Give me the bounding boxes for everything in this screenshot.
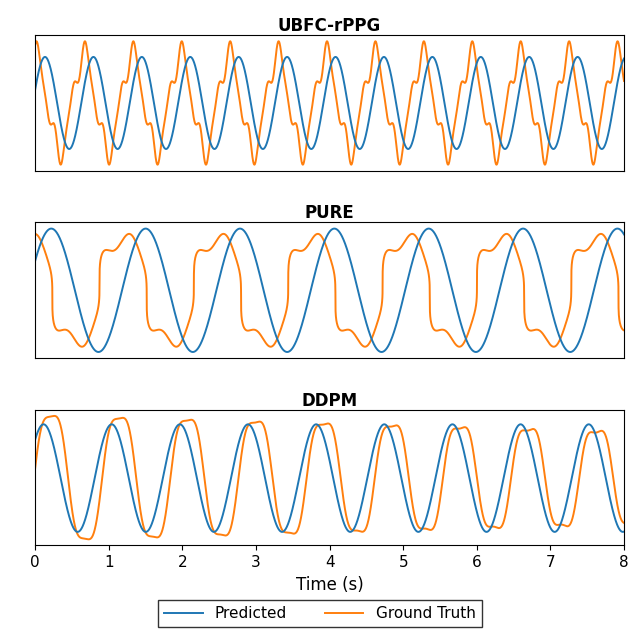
- Ground Truth: [361, 343, 369, 350]
- Predicted: [620, 230, 628, 238]
- Predicted: [278, 528, 286, 536]
- Predicted: [460, 327, 467, 335]
- Ground Truth: [323, 38, 331, 45]
- Predicted: [31, 85, 39, 93]
- Predicted: [284, 522, 291, 530]
- Predicted: [566, 348, 574, 356]
- Predicted: [311, 269, 319, 277]
- Ground Truth: [602, 80, 610, 88]
- Ground Truth: [31, 41, 39, 48]
- Line: Ground Truth: Ground Truth: [35, 41, 624, 165]
- Line: Ground Truth: Ground Truth: [35, 416, 624, 539]
- Predicted: [236, 225, 244, 232]
- Title: DDPM: DDPM: [301, 392, 358, 410]
- Predicted: [602, 475, 610, 483]
- Predicted: [573, 450, 580, 458]
- Predicted: [235, 53, 243, 61]
- Predicted: [404, 145, 412, 153]
- Ground Truth: [279, 320, 287, 327]
- Ground Truth: [493, 161, 500, 168]
- Ground Truth: [284, 529, 291, 537]
- Predicted: [380, 420, 388, 428]
- Line: Predicted: Predicted: [35, 57, 624, 149]
- Legend: Predicted, Ground Truth: Predicted, Ground Truth: [158, 600, 482, 627]
- Ground Truth: [279, 527, 287, 535]
- Title: UBFC-rPPG: UBFC-rPPG: [278, 17, 381, 35]
- Predicted: [31, 257, 39, 265]
- Predicted: [279, 61, 287, 68]
- Predicted: [279, 345, 287, 353]
- Ground Truth: [460, 340, 467, 348]
- Predicted: [573, 342, 580, 350]
- Predicted: [460, 129, 467, 137]
- Ground Truth: [602, 433, 610, 441]
- X-axis label: Time (s): Time (s): [296, 575, 364, 594]
- Ground Truth: [312, 425, 319, 433]
- Ground Truth: [31, 464, 39, 471]
- Predicted: [311, 421, 319, 429]
- Ground Truth: [31, 230, 39, 238]
- Predicted: [311, 140, 319, 147]
- Ground Truth: [311, 84, 319, 91]
- Predicted: [620, 528, 628, 535]
- Ground Truth: [620, 327, 628, 334]
- Ground Truth: [573, 491, 580, 498]
- Line: Predicted: Predicted: [35, 424, 624, 532]
- Line: Ground Truth: Ground Truth: [35, 234, 624, 346]
- Predicted: [284, 348, 291, 356]
- Predicted: [619, 528, 627, 536]
- Ground Truth: [573, 246, 580, 254]
- Predicted: [460, 444, 467, 452]
- Ground Truth: [284, 91, 291, 98]
- Ground Truth: [51, 412, 58, 420]
- Ground Truth: [620, 519, 628, 527]
- Ground Truth: [278, 60, 286, 68]
- Ground Truth: [460, 424, 467, 431]
- Ground Truth: [125, 230, 133, 238]
- Ground Truth: [573, 85, 580, 93]
- Ground Truth: [620, 77, 628, 85]
- Predicted: [602, 138, 610, 145]
- Predicted: [620, 55, 628, 63]
- Ground Truth: [284, 300, 291, 308]
- Predicted: [284, 53, 291, 61]
- Ground Truth: [460, 78, 467, 85]
- Ground Truth: [311, 232, 319, 239]
- Title: PURE: PURE: [305, 204, 355, 222]
- Ground Truth: [602, 235, 610, 243]
- Predicted: [573, 54, 580, 61]
- Predicted: [31, 436, 39, 443]
- Line: Predicted: Predicted: [35, 228, 624, 352]
- Predicted: [602, 241, 610, 249]
- Ground Truth: [85, 535, 93, 543]
